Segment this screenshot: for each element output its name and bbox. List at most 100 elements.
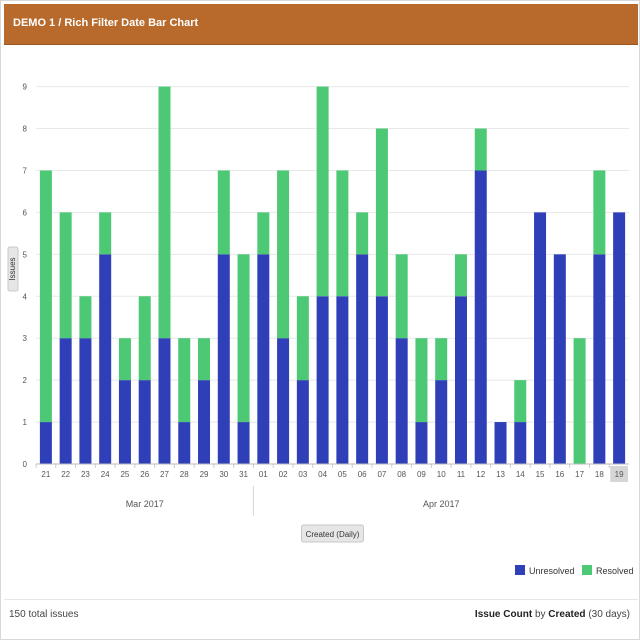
bar-resolved [198, 338, 211, 381]
bar-resolved [257, 212, 270, 255]
bar-unresolved [375, 296, 388, 464]
bar-resolved [573, 338, 586, 464]
bar-resolved [158, 86, 171, 339]
bar-unresolved [415, 422, 428, 464]
bar-unresolved [336, 296, 349, 464]
bar-resolved [435, 338, 448, 381]
bar-unresolved [79, 338, 92, 464]
bar-unresolved [454, 296, 467, 464]
bar-unresolved [118, 380, 131, 464]
x-tick-label: 04 [318, 470, 327, 479]
bar-resolved [118, 338, 131, 381]
bar-unresolved [593, 254, 606, 464]
x-tick-label: 13 [496, 470, 505, 479]
gadget-header: DEMO 1 / Rich Filter Date Bar Chart [4, 4, 638, 45]
x-tick-label: 05 [338, 470, 347, 479]
bar-resolved [296, 296, 309, 381]
month-label: Apr 2017 [423, 499, 460, 509]
y-tick-label: 4 [23, 292, 28, 301]
x-tick-label: 09 [417, 470, 426, 479]
bar-resolved [336, 170, 349, 297]
y-tick-label: 5 [23, 250, 28, 259]
bar-unresolved [474, 170, 487, 465]
bar-unresolved [257, 254, 270, 464]
bar-resolved [39, 170, 52, 423]
x-axis-title: Created (Daily) [306, 530, 360, 539]
bar-resolved [415, 338, 428, 423]
bar-resolved [356, 212, 369, 255]
bar-unresolved [198, 380, 211, 464]
bar-unresolved [217, 254, 230, 464]
bar-resolved [217, 170, 230, 255]
bar-unresolved [395, 338, 408, 464]
month-label: Mar 2017 [126, 499, 164, 509]
y-tick-label: 9 [23, 83, 28, 92]
y-tick-label: 0 [23, 460, 28, 469]
period-label: (30 days) [588, 609, 630, 620]
x-tick-label: 21 [41, 470, 50, 479]
bar-resolved [178, 338, 191, 423]
y-tick-label: 1 [23, 418, 28, 427]
bar-resolved [99, 212, 112, 255]
y-tick-label: 3 [23, 334, 28, 343]
bar-unresolved [356, 254, 369, 464]
bar-resolved [375, 128, 388, 297]
by-word: by [534, 609, 546, 620]
y-tick-label: 8 [23, 125, 28, 134]
x-tick-label: 02 [279, 470, 288, 479]
bar-resolved [395, 254, 408, 339]
x-tick-label: 26 [140, 470, 149, 479]
bar-unresolved [178, 422, 191, 464]
bar-resolved [514, 380, 527, 423]
x-axis-title-box [301, 524, 364, 543]
selected-category-highlight [610, 466, 628, 482]
gadget-title: DEMO 1 / Rich Filter Date Bar Chart [13, 17, 199, 29]
bar-unresolved [138, 380, 151, 464]
x-tick-label: 19 [615, 470, 624, 479]
bar-resolved [277, 170, 290, 339]
bar-resolved [237, 254, 250, 423]
bar-unresolved [613, 212, 626, 464]
chart-summary: Issue Count by Created (30 days) [475, 609, 630, 620]
bar-unresolved [59, 338, 72, 464]
x-tick-label: 17 [575, 470, 584, 479]
bar-unresolved [553, 254, 566, 464]
bar-resolved [593, 170, 606, 255]
x-tick-label: 14 [516, 470, 525, 479]
legend-swatch-resolved [582, 565, 592, 575]
group-field-label: Created [548, 609, 586, 620]
total-issues-text: 150 total issues [9, 609, 79, 620]
bar-resolved [474, 128, 487, 171]
x-tick-label: 12 [476, 470, 485, 479]
x-tick-label: 15 [536, 470, 545, 479]
bar-resolved [138, 296, 151, 381]
x-tick-label: 07 [377, 470, 386, 479]
bar-unresolved [39, 422, 52, 464]
bar-resolved [316, 86, 329, 297]
legend-label-unresolved: Unresolved [529, 566, 575, 576]
bar-resolved [79, 296, 92, 339]
x-tick-label: 22 [61, 470, 70, 479]
x-tick-label: 08 [397, 470, 406, 479]
bar-unresolved [494, 422, 507, 464]
legend-swatch-unresolved [515, 565, 525, 575]
metric-label: Issue Count [474, 609, 533, 620]
x-tick-label: 23 [81, 470, 90, 479]
x-tick-label: 10 [437, 470, 446, 479]
x-tick-label: 25 [120, 470, 129, 479]
bar-unresolved [99, 254, 112, 464]
x-tick-label: 11 [457, 470, 466, 479]
bar-resolved [454, 254, 467, 297]
bar-resolved [59, 212, 72, 339]
bar-unresolved [534, 212, 547, 464]
x-tick-label: 28 [180, 470, 189, 479]
y-axis-title: Issues [8, 257, 17, 280]
bar-unresolved [296, 380, 309, 464]
y-axis-title-box [7, 246, 19, 292]
x-tick-label: 03 [298, 470, 307, 479]
x-tick-label: 06 [358, 470, 367, 479]
chart-area: 0 1 2 3 4 5 6 7 8 9 Issues 21 22 23 24 25 26 27 28 29 30 31 01… [1, 46, 640, 596]
x-tick-label: 31 [239, 470, 248, 479]
